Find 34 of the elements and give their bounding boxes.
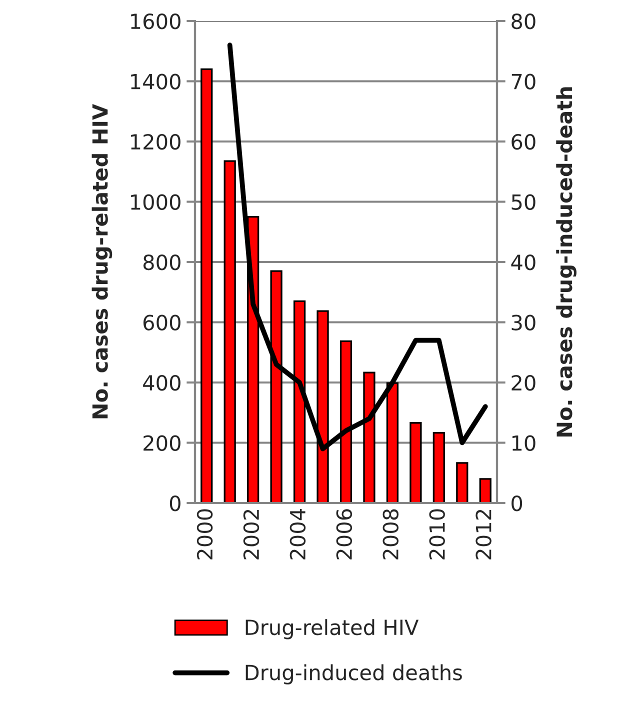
x-tick-label: 2010 <box>429 509 445 560</box>
x-tick-label: 2012 <box>476 510 492 560</box>
bar <box>432 432 445 503</box>
y2-axis-title: No. cases drug-induced-death <box>556 87 576 436</box>
bar <box>410 422 422 503</box>
y2-tick-label: 20 <box>512 374 536 391</box>
y2-tick-label: 40 <box>511 254 536 270</box>
bar <box>456 462 468 503</box>
x-tick-label: 2004 <box>290 509 306 560</box>
y-tick-label: 400 <box>143 374 180 391</box>
bar <box>200 68 213 503</box>
legend-label: Drug-induced deaths <box>246 664 462 684</box>
y-tick-label: 0 <box>170 495 180 512</box>
x-tick-label: 2002 <box>243 510 260 560</box>
y-tick-label: 800 <box>143 254 180 270</box>
x-tick-label: 2006 <box>336 509 352 560</box>
y2-tick-label: 70 <box>512 74 536 90</box>
x-tick-label: 2008 <box>382 509 399 560</box>
y-tick-label: 600 <box>143 314 180 330</box>
y2-tick-label: 50 <box>512 194 536 210</box>
y-tick-label: 1600 <box>131 13 180 30</box>
y-tick-label: 1400 <box>131 74 180 90</box>
y2-tick-label: 60 <box>512 134 536 150</box>
bar <box>479 478 492 503</box>
y-tick-label: 1000 <box>131 194 180 210</box>
y2-tick-label: 30 <box>512 314 536 330</box>
legend-label: Drug-related HIV <box>246 619 419 640</box>
y2-tick-label: 80 <box>512 13 536 30</box>
y2-tick-label: 10 <box>512 435 536 451</box>
y-axis-title: No. cases drug-related HIV <box>92 104 112 418</box>
x-tick-label: 2000 <box>196 509 213 560</box>
y2-tick-label: 0 <box>512 495 522 512</box>
y-tick-label: 1200 <box>131 134 180 150</box>
y-tick-label: 200 <box>144 435 180 451</box>
